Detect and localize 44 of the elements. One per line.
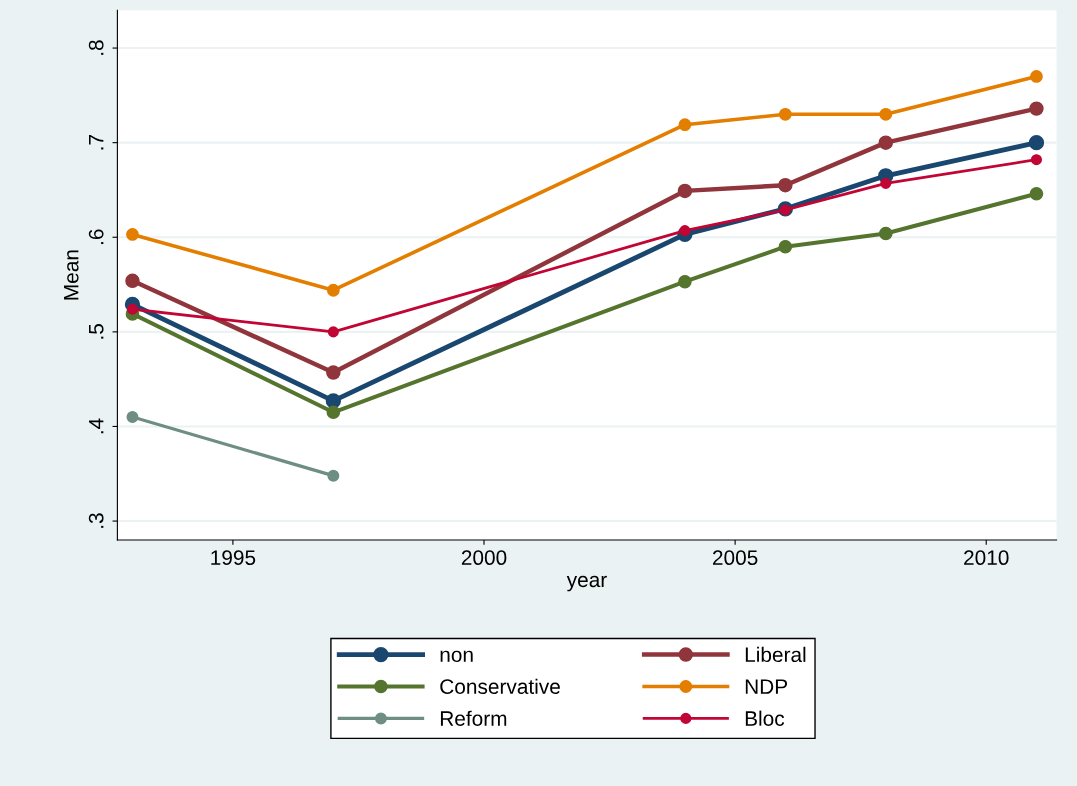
point xyxy=(327,326,339,338)
point xyxy=(1029,101,1044,116)
point xyxy=(125,273,140,288)
point xyxy=(880,177,892,189)
legend-label: Bloc xyxy=(745,710,785,726)
point xyxy=(126,228,139,241)
y-axis-title: Mean xyxy=(64,250,79,300)
y-tick-label: .5 xyxy=(89,324,104,339)
point xyxy=(878,226,893,241)
legend-label: non xyxy=(440,650,473,663)
point xyxy=(879,107,893,121)
point xyxy=(327,469,340,482)
y-tick-label: .3 xyxy=(88,513,104,528)
x-tick-label: 2000 xyxy=(461,550,507,566)
point xyxy=(126,303,139,315)
point xyxy=(778,178,793,193)
point xyxy=(1028,135,1045,151)
point xyxy=(778,239,793,254)
x-tick-label: 2010 xyxy=(964,550,1009,566)
point xyxy=(326,405,341,420)
x-tick-label: 1995 xyxy=(211,550,256,566)
point xyxy=(326,365,341,380)
y-tick-label: .6 xyxy=(88,229,104,245)
x-tick-label: 2005 xyxy=(713,550,758,566)
point xyxy=(126,411,139,423)
point xyxy=(679,225,691,237)
legend-label: Reform xyxy=(440,710,507,726)
y-tick-label: .7 xyxy=(89,135,104,150)
point xyxy=(325,393,341,409)
point xyxy=(1029,186,1044,201)
point xyxy=(1030,70,1043,83)
x-axis-title: year xyxy=(566,575,607,592)
y-tick-label: .8 xyxy=(88,40,104,55)
y-tick-label: .4 xyxy=(89,418,104,434)
point xyxy=(678,274,692,289)
legend-label: NDP xyxy=(745,679,788,694)
point xyxy=(678,118,692,132)
point xyxy=(326,283,340,297)
point xyxy=(878,135,894,150)
point xyxy=(1030,154,1043,166)
legend-label: Conservative xyxy=(440,678,560,694)
point xyxy=(677,183,693,199)
legend-label: Liberal xyxy=(745,646,806,663)
point xyxy=(778,107,792,121)
